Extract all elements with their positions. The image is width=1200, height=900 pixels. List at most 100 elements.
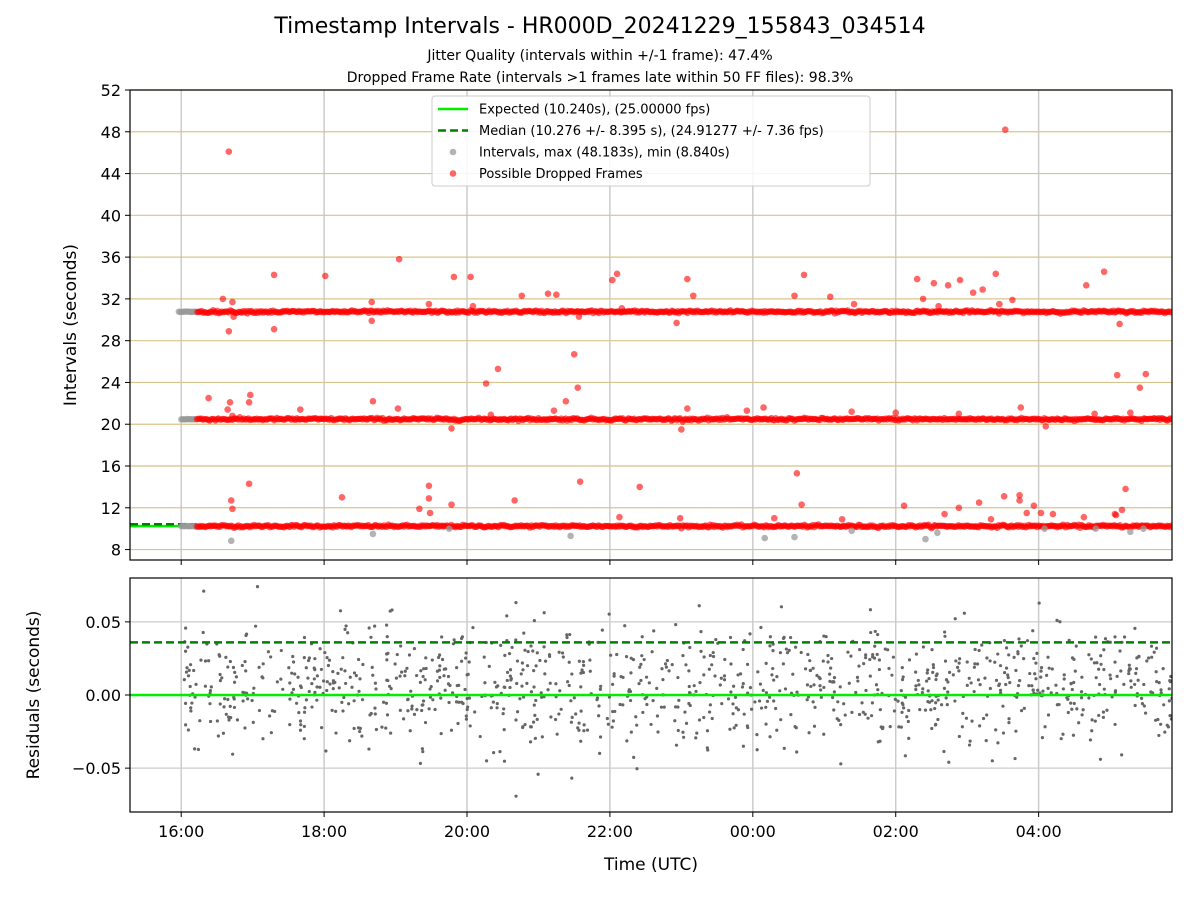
residual-point: [729, 662, 733, 666]
residual-point: [925, 671, 929, 675]
residual-point: [1055, 618, 1059, 622]
residual-point: [218, 702, 222, 706]
residual-point: [660, 667, 664, 671]
residual-point: [231, 665, 236, 670]
residual-point: [740, 685, 745, 689]
residual-point: [661, 678, 665, 682]
dropped-frame-point: [1082, 282, 1090, 289]
dropped-frame-point: [230, 313, 237, 320]
dropped-frame-point: [678, 426, 685, 433]
residual-point: [312, 677, 316, 681]
residual-point: [528, 740, 533, 744]
residual-point: [505, 614, 509, 618]
residual-point: [663, 662, 668, 666]
residual-point: [192, 747, 197, 751]
residual-point: [307, 656, 312, 660]
residual-point: [1054, 683, 1058, 687]
residual-point: [779, 605, 784, 609]
residual-point: [647, 681, 651, 685]
dropped-frame-point: [394, 405, 402, 412]
residual-point: [342, 695, 346, 700]
residual-point: [970, 719, 974, 723]
residual-point: [291, 654, 295, 659]
residual-point: [759, 706, 764, 710]
residual-point: [293, 672, 297, 676]
residual-point: [900, 678, 905, 682]
residual-point: [567, 683, 571, 688]
residual-point: [732, 726, 736, 730]
residual-point: [905, 715, 909, 719]
dropped-frame-point: [450, 273, 458, 281]
residual-point: [489, 706, 493, 710]
residual-point: [1094, 676, 1098, 680]
residual-point: [385, 635, 389, 639]
residual-point: [514, 638, 518, 642]
dropped-frame-point: [511, 497, 518, 504]
residual-point: [835, 717, 839, 721]
residual-point: [918, 707, 922, 712]
residual-point: [625, 739, 629, 743]
residual-point: [1043, 725, 1047, 729]
residual-point: [465, 707, 469, 712]
residual-point: [784, 647, 788, 651]
dropped-frame-point: [955, 410, 963, 418]
residual-point: [188, 663, 193, 667]
residual-point: [358, 726, 362, 730]
residual-point: [313, 668, 317, 672]
residual-point: [373, 706, 377, 710]
dropped-frame-point: [219, 295, 227, 303]
dropped-frame-point: [570, 350, 578, 358]
residual-point: [208, 702, 212, 706]
residual-point: [528, 725, 533, 729]
residual-point: [828, 679, 832, 683]
residual-point: [628, 689, 633, 694]
residual-point: [697, 718, 702, 722]
residual-point: [346, 631, 350, 635]
residual-point: [502, 685, 506, 689]
residual-point: [354, 674, 358, 678]
residual-point: [741, 744, 746, 748]
residual-point: [639, 662, 643, 666]
residual-point: [795, 750, 799, 754]
residual-point: [610, 725, 614, 729]
dropped-frame-point: [848, 408, 855, 415]
residual-point: [907, 708, 911, 713]
dropped-frame-point: [518, 292, 526, 300]
residual-point: [934, 677, 938, 682]
dropped-frame-point: [800, 271, 808, 279]
residual-point: [994, 678, 999, 682]
residual-point: [768, 695, 772, 699]
dropped-frame-point: [969, 289, 977, 296]
residual-point: [543, 659, 548, 663]
residual-point: [745, 662, 750, 666]
residual-point: [998, 688, 1003, 692]
residual-point: [261, 676, 265, 680]
residual-point: [1018, 678, 1022, 683]
residual-point: [1008, 681, 1012, 685]
residual-point: [318, 685, 322, 689]
residual-point: [667, 669, 671, 673]
residual-point: [1102, 687, 1106, 691]
residual-point: [707, 710, 712, 714]
residual-point: [1095, 661, 1099, 665]
residual-point: [439, 696, 443, 700]
residual-point: [508, 668, 513, 672]
residual-point: [595, 698, 599, 702]
residual-point: [574, 712, 578, 716]
dropped-frame-point: [1001, 126, 1009, 133]
residual-point: [901, 702, 905, 707]
residual-point: [495, 701, 499, 706]
residual-point: [682, 735, 686, 739]
residual-point: [182, 678, 186, 682]
residual-point: [569, 699, 573, 703]
residual-point: [1035, 651, 1039, 655]
residual-point: [954, 659, 958, 663]
residual-point: [1079, 696, 1084, 700]
residual-point: [1156, 717, 1160, 722]
residual-point: [186, 645, 190, 649]
residual-point: [933, 706, 937, 711]
residual-point: [532, 703, 536, 707]
residual-point: [193, 695, 197, 699]
residual-point: [520, 684, 524, 688]
residual-point: [673, 719, 677, 723]
